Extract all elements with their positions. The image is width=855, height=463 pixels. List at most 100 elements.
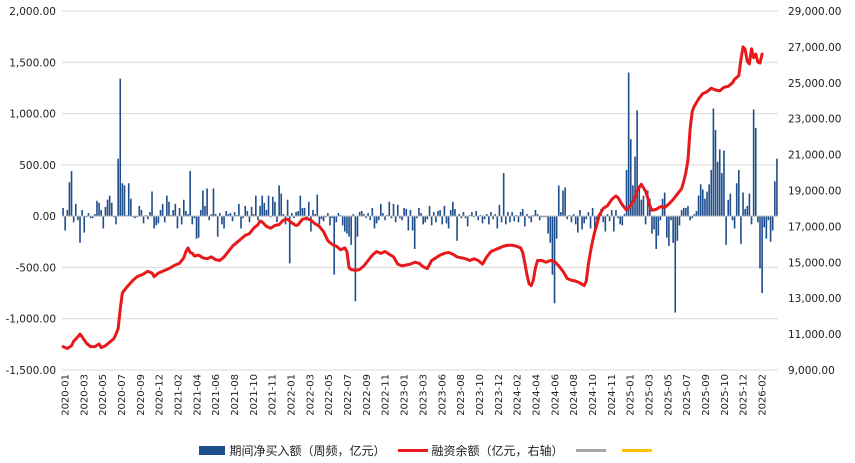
net-buy-bar (530, 216, 533, 223)
legend-swatch-red-line (397, 448, 428, 452)
x-tick-label: 2023-03 (418, 374, 429, 416)
x-tick-label: 2024-08 (569, 374, 580, 416)
net-buy-bar (691, 216, 694, 219)
net-buy-bar (178, 207, 181, 217)
net-buy-bar (513, 216, 516, 222)
net-buy-bar (517, 216, 520, 223)
net-buy-bar (748, 193, 751, 217)
net-buy-bar (627, 72, 630, 217)
net-buy-bar (432, 212, 435, 217)
net-buy-bar (66, 209, 69, 217)
net-buy-bar (212, 188, 215, 217)
net-buy-bar (738, 169, 740, 217)
net-buy-bar (358, 212, 361, 217)
net-buy-bar (490, 212, 492, 217)
right-tick-label: 19,000.00 (788, 186, 841, 198)
x-tick-label: 2024-10 (588, 374, 599, 416)
x-tick-label: 2025-10 (720, 374, 731, 416)
net-buy-bar (214, 214, 217, 217)
net-buy-bar (473, 216, 475, 218)
net-buy-bar (170, 215, 172, 217)
net-buy-bar (223, 216, 225, 229)
net-buy-bar (418, 207, 420, 217)
net-buy-bar (678, 216, 681, 226)
net-buy-bar (360, 211, 363, 217)
net-buy-bar (153, 216, 155, 229)
net-buy-bar (339, 215, 342, 217)
net-buy-bar (496, 216, 499, 229)
x-tick-label: 2021-06 (211, 374, 222, 416)
net-buy-bar (754, 127, 757, 217)
net-buy-bar (541, 216, 543, 218)
x-tick-label: 2023-12 (494, 374, 505, 416)
net-buy-bar (282, 214, 285, 217)
left-tick-label: 1,500.00 (9, 57, 56, 69)
net-buy-bar (460, 216, 463, 219)
net-buy-bar (485, 214, 488, 217)
x-tick-label: 2025-07 (682, 374, 693, 416)
x-axis-ticks: 2020-01 2020-03 2020-05 2020-07 2020-09 2020-… (61, 374, 769, 416)
net-buy-bar (526, 214, 528, 217)
net-buy-bar (399, 216, 401, 219)
net-buy-bar (390, 216, 393, 219)
net-buy-bar (356, 216, 359, 237)
net-buy-bar (394, 216, 397, 223)
net-buy-bar (322, 216, 325, 222)
net-buy-bar (593, 216, 596, 229)
net-buy-bar (507, 212, 509, 217)
net-buy-bar (430, 216, 433, 226)
net-buy-bar (157, 216, 160, 224)
net-buy-bar (242, 216, 244, 219)
margin-balance-line-group (61, 45, 764, 350)
net-buy-bar (187, 214, 189, 217)
net-buy-bar (401, 216, 403, 221)
net-buy-bar (740, 216, 742, 244)
net-buy-bar (191, 216, 194, 225)
net-buy-bar (555, 216, 558, 239)
net-buy-bar (195, 216, 198, 239)
x-tick-label: 2022-09 (362, 374, 373, 416)
net-buy-bar (193, 216, 196, 219)
net-buy-bar (72, 216, 75, 223)
x-tick-label: 2021-04 (192, 374, 203, 416)
net-buy-bar (502, 173, 505, 217)
net-buy-bar (500, 216, 503, 223)
net-buy-bar (337, 213, 340, 217)
net-buy-bar (708, 184, 710, 217)
net-buy-bar (731, 216, 734, 221)
x-tick-label: 2020-12 (155, 374, 166, 416)
net-buy-bar (585, 216, 588, 220)
net-buy-bar (765, 216, 768, 239)
x-tick-label: 2025-01 (626, 374, 637, 416)
net-buy-bar (721, 173, 723, 217)
net-buy-bar (197, 216, 200, 238)
left-tick-label: 2,000.00 (9, 6, 56, 18)
left-tick-label: 0.00 (33, 211, 56, 223)
net-buy-bar (468, 215, 471, 217)
x-tick-label: 2020-03 (79, 374, 90, 416)
right-tick-label: 11,000.00 (788, 329, 841, 341)
net-buy-bar (672, 216, 674, 243)
net-buy-bar (464, 216, 467, 219)
net-buy-bar (449, 209, 452, 217)
net-buy-bar (735, 183, 738, 217)
net-buy-bar (538, 216, 541, 221)
net-buy-bar (744, 208, 746, 217)
x-tick-label: 2022-01 (287, 374, 298, 416)
net-buy-bar (307, 201, 310, 217)
net-buy-bar (638, 185, 641, 217)
net-buy-bar (619, 216, 621, 225)
net-buy-bar (761, 216, 763, 294)
net-buy-bar (443, 205, 446, 217)
legend-label-net-buy: 期间净买入额（周频，亿元） (229, 443, 386, 458)
left-axis-ticks: 2,000.00 1,500.00 1,000.00 500.00 0.00 -500.0… (5, 6, 56, 377)
x-tick-label: 2021-11 (268, 374, 279, 416)
net-buy-bar (166, 195, 168, 217)
net-buy-bar (255, 195, 257, 217)
net-buy-bar (392, 203, 395, 217)
net-buy-bar (767, 216, 770, 221)
net-buy-bar (439, 209, 441, 217)
net-buy-bar (303, 207, 306, 217)
left-tick-label: -500.00 (15, 262, 56, 274)
net-buy-bar (265, 209, 268, 217)
